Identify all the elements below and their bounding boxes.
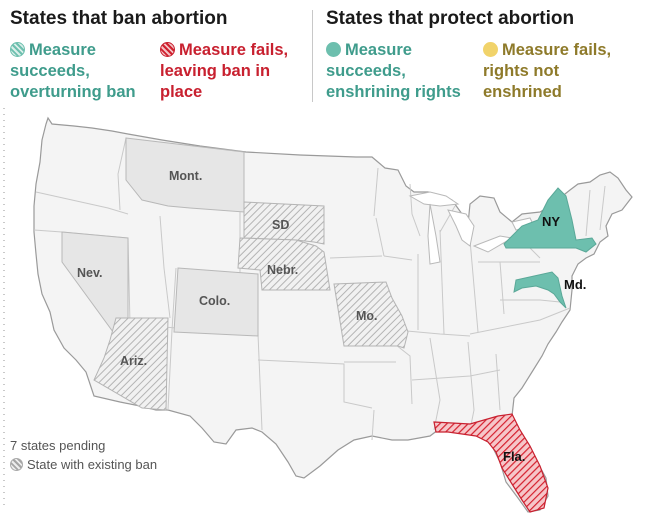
label-arizona: Ariz. xyxy=(120,354,147,368)
great-lakes xyxy=(408,191,535,265)
hatched-teal-swatch-icon xyxy=(10,42,25,57)
state-montana xyxy=(125,137,245,213)
ban-states-heading: States that ban abortion xyxy=(10,8,228,29)
state-arizona xyxy=(93,317,169,411)
hatched-gray-swatch-icon xyxy=(10,458,23,471)
state-colorado xyxy=(173,267,259,337)
pending-note: 7 states pending xyxy=(10,438,106,453)
state-missouri xyxy=(333,281,409,349)
state-nebraska xyxy=(237,237,331,291)
label-montana: Mont. xyxy=(169,169,202,183)
legend-measure-fails-not-enshrined: Measure fails, rights not enshrined xyxy=(483,40,633,103)
label-missouri: Mo. xyxy=(356,309,378,323)
dotted-rule xyxy=(3,108,5,508)
legend-measure-succeeds-overturning: Measure succeeds, overturning ban xyxy=(10,40,150,103)
label-nevada: Nev. xyxy=(77,266,102,280)
label-nebraska: Nebr. xyxy=(267,263,298,277)
label-florida: Fla. xyxy=(503,449,525,464)
existing-ban-note: State with existing ban xyxy=(10,457,157,472)
label-maryland: Md. xyxy=(564,277,586,292)
us-map: Mont. SD Nebr. Nev. Colo. Mo. Ariz. NY M… xyxy=(33,116,633,513)
legend-label: Measure fails, rights not enshrined xyxy=(483,41,612,101)
legend-label: Measure fails, leaving ban in place xyxy=(160,41,289,101)
legend-measure-fails-leaving-ban: Measure fails, leaving ban in place xyxy=(160,40,305,103)
legend-measure-succeeds-enshrining: Measure succeeds, enshrining rights xyxy=(326,40,476,103)
legend-label: Measure succeeds, enshrining rights xyxy=(326,41,461,101)
label-colorado: Colo. xyxy=(199,294,230,308)
legend-divider xyxy=(312,10,313,102)
state-new-york xyxy=(503,187,597,253)
yellow-swatch-icon xyxy=(483,42,498,57)
teal-swatch-icon xyxy=(326,42,341,57)
label-south-dakota: SD xyxy=(272,218,289,232)
legend-label: Measure succeeds, overturning ban xyxy=(10,41,136,101)
state-maryland xyxy=(513,271,567,309)
existing-ban-label: State with existing ban xyxy=(27,457,158,472)
protect-states-heading: States that protect abortion xyxy=(326,8,575,29)
label-new-york: NY xyxy=(542,214,560,229)
state-borders xyxy=(33,137,606,441)
state-florida xyxy=(433,413,549,513)
hatched-red-swatch-icon xyxy=(160,42,175,57)
